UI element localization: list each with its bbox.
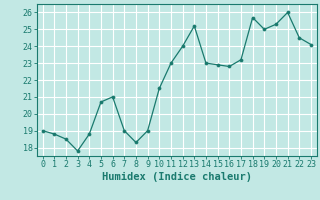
X-axis label: Humidex (Indice chaleur): Humidex (Indice chaleur) — [102, 172, 252, 182]
